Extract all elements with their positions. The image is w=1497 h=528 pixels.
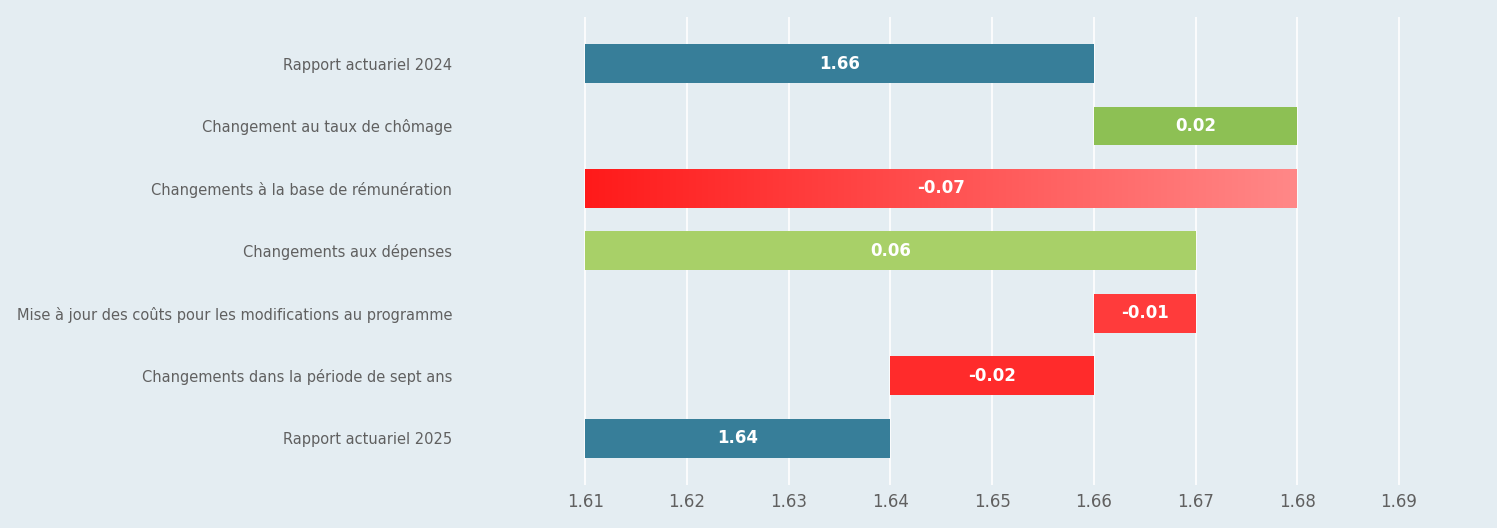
Bar — [585, 44, 1094, 83]
Text: 1.64: 1.64 — [717, 429, 759, 447]
Bar — [585, 419, 891, 458]
Text: -0.02: -0.02 — [969, 367, 1016, 385]
Bar — [1094, 107, 1298, 145]
Text: 0.02: 0.02 — [1175, 117, 1216, 135]
Text: -0.07: -0.07 — [918, 180, 966, 197]
Text: -0.01: -0.01 — [1121, 304, 1169, 322]
Bar — [1094, 294, 1196, 333]
Text: 1.66: 1.66 — [819, 54, 859, 72]
Bar — [891, 356, 1094, 395]
Text: 0.06: 0.06 — [870, 242, 910, 260]
Bar — [585, 231, 1196, 270]
